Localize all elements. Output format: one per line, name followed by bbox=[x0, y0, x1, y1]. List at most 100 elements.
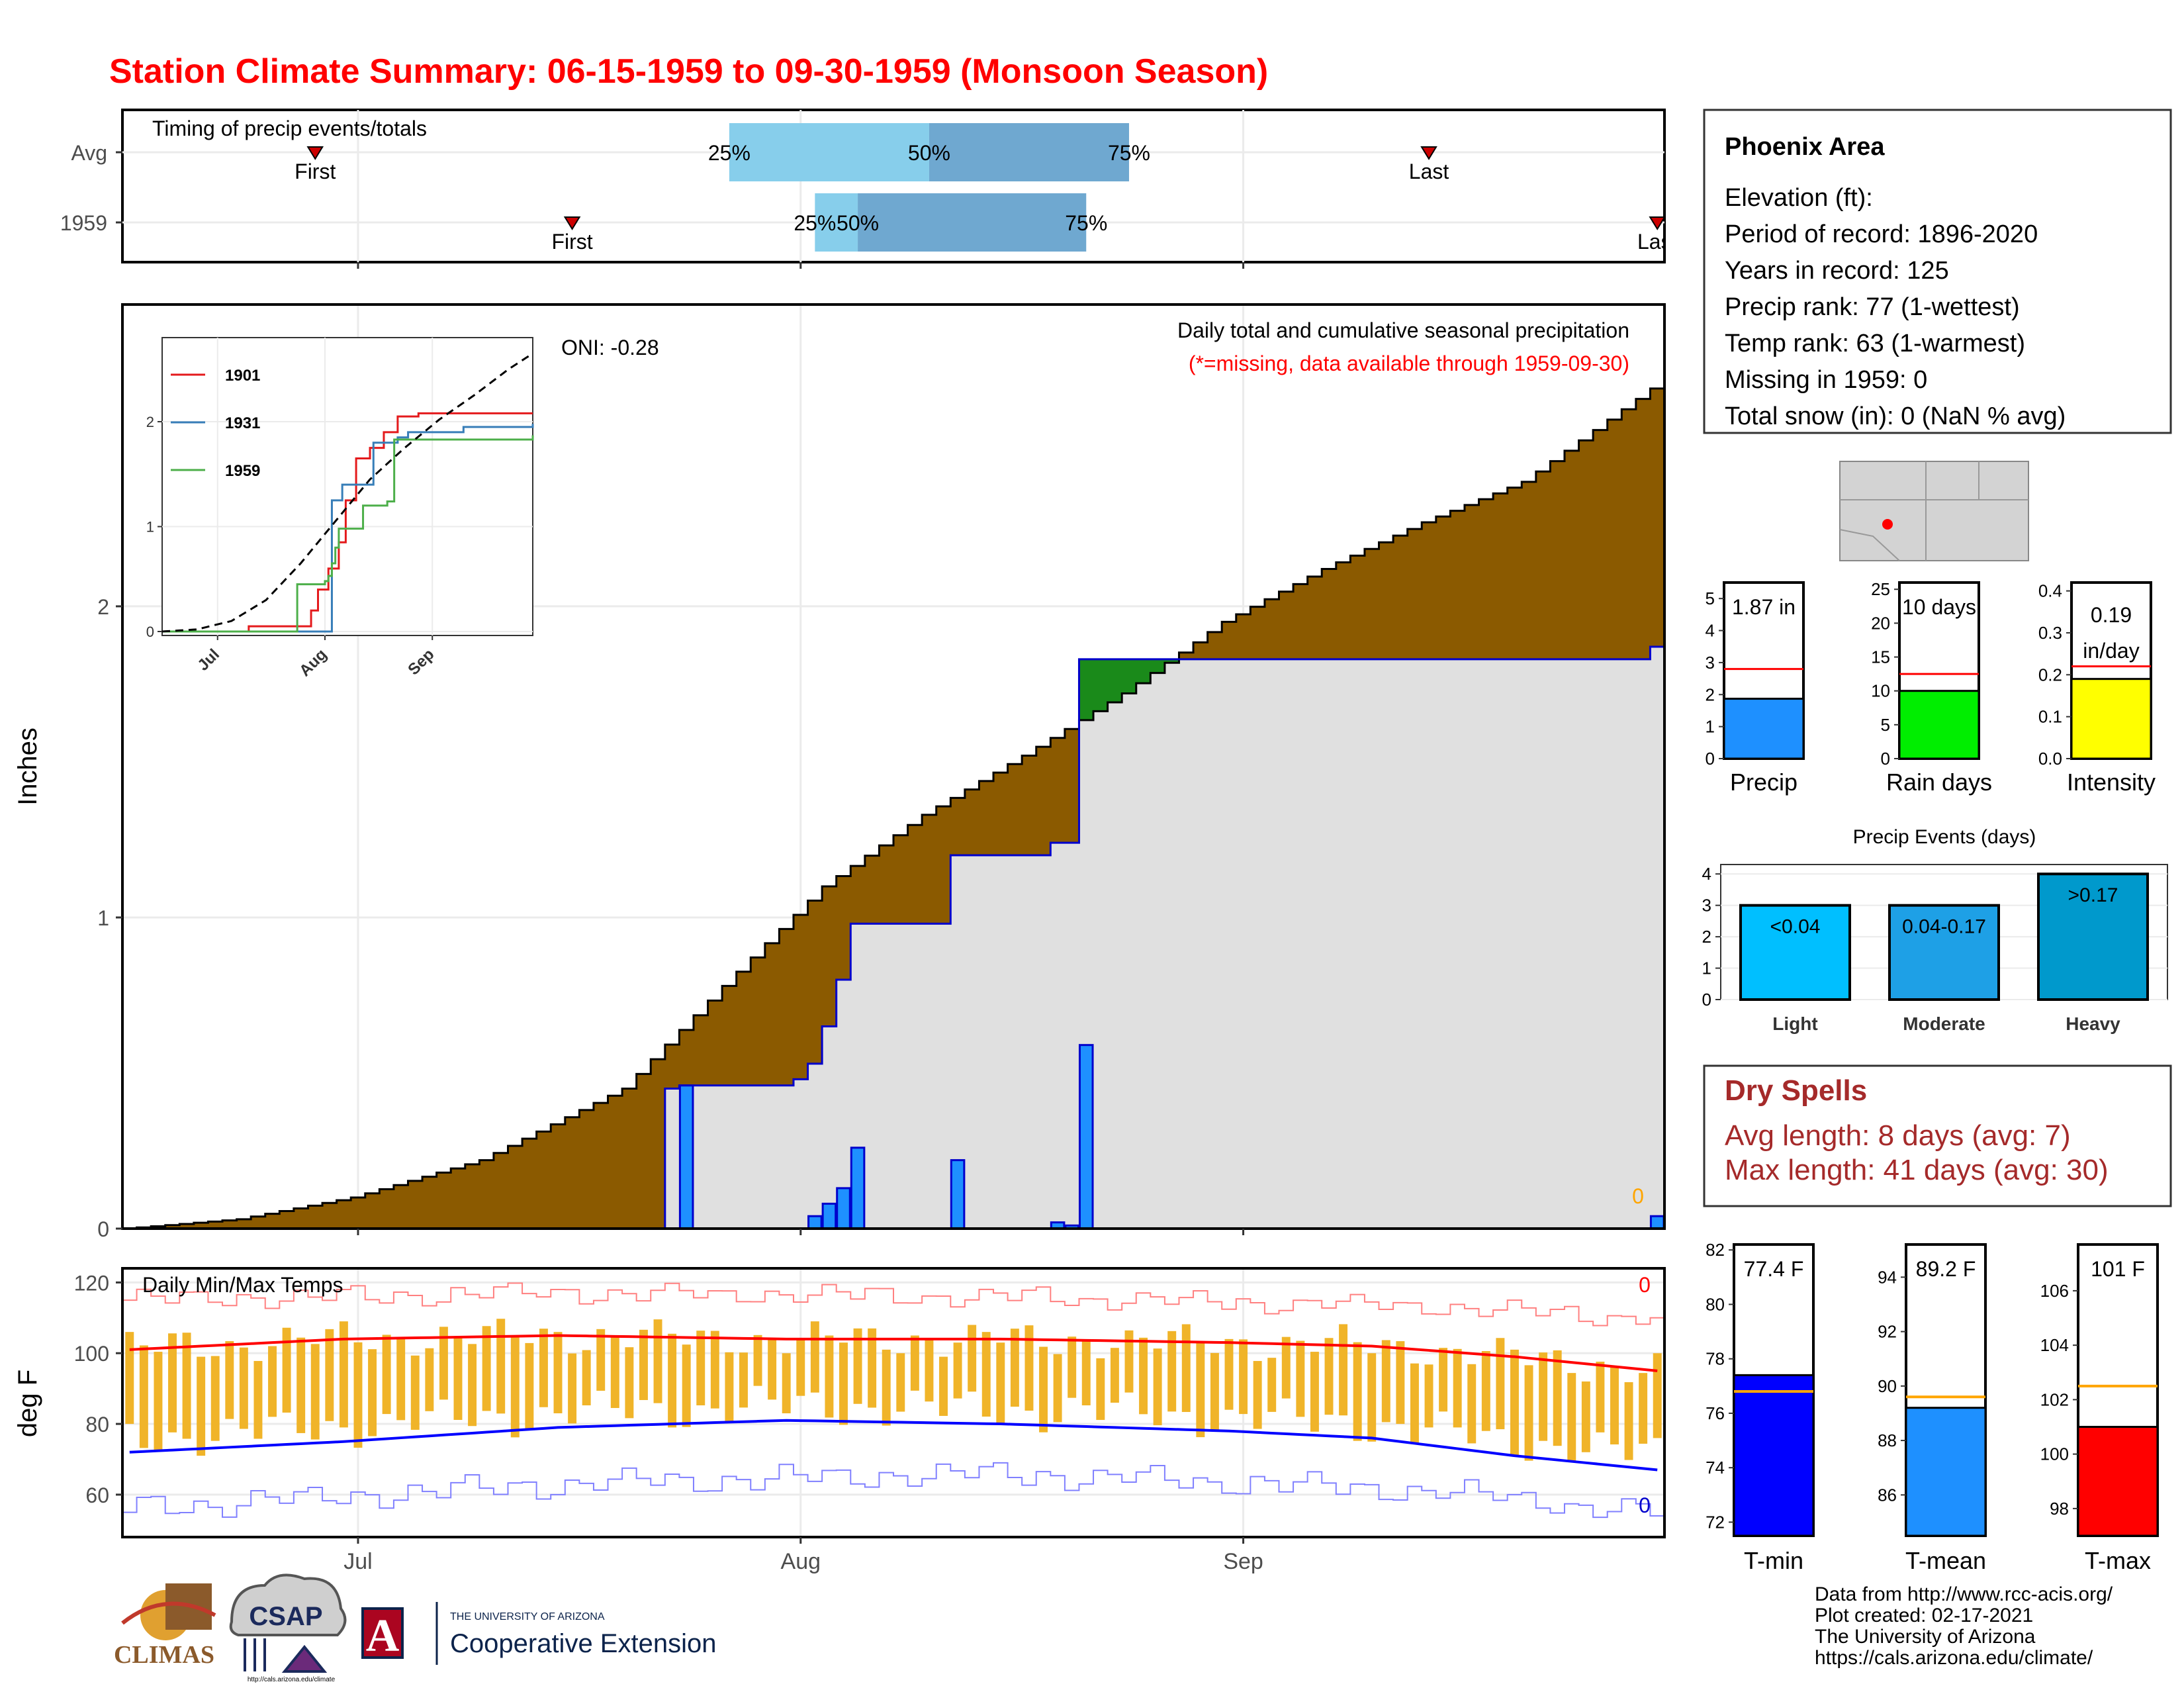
precip-y-label: 0 bbox=[97, 1217, 109, 1241]
temp-bar-y-label: 100 bbox=[2040, 1444, 2069, 1464]
daily-temp-bar bbox=[1039, 1346, 1048, 1432]
daily-temp-bar bbox=[1053, 1354, 1062, 1423]
temp-bar-value: 89.2 F bbox=[1916, 1257, 1976, 1281]
events-bar bbox=[1888, 904, 2000, 1002]
precip-y-label: 1 bbox=[97, 906, 109, 930]
inset-y-label: 1 bbox=[146, 519, 154, 536]
timing-p75-label: 75% bbox=[1108, 141, 1150, 165]
daily-temp-bar bbox=[1581, 1381, 1590, 1452]
daily-temp-bar bbox=[953, 1342, 962, 1399]
temp-bar-y-label: 90 bbox=[1878, 1376, 1897, 1396]
daily-temp-bar bbox=[1024, 1325, 1034, 1411]
precip-chart-subtitle: (*=missing, data available through 1959-… bbox=[1189, 352, 1629, 375]
temp-panel-title: Daily Min/Max Temps bbox=[142, 1273, 343, 1297]
timing-last-label: Last bbox=[1409, 160, 1449, 183]
dry-spells-avg: Avg length: 8 days (avg: 7) bbox=[1725, 1119, 2071, 1152]
daily-temp-bar bbox=[1410, 1363, 1419, 1444]
ua-logo-letter: A bbox=[366, 1611, 400, 1662]
daily-temp-bar bbox=[353, 1342, 363, 1448]
daily-temp-bar bbox=[1124, 1330, 1134, 1393]
timing-p50-label: 50% bbox=[908, 141, 950, 165]
avg-cumulative-line bbox=[122, 387, 1664, 1230]
daily-temp-bar bbox=[1081, 1340, 1091, 1406]
csap-cloud-icon bbox=[229, 1573, 347, 1636]
daily-temp-bar bbox=[782, 1353, 791, 1414]
climas-logo-text: CLIMAS bbox=[114, 1641, 214, 1669]
daily-temp-bar bbox=[810, 1321, 819, 1393]
daily-temp-bar bbox=[1196, 1342, 1205, 1438]
daily-temp-bar bbox=[825, 1335, 834, 1418]
daily-temp-bar bbox=[1453, 1348, 1462, 1428]
daily-temp-bar bbox=[596, 1329, 606, 1391]
daily-temp-bar bbox=[253, 1360, 263, 1439]
timing-row-label: 1959 bbox=[60, 211, 107, 235]
temp-bar-y-label: 74 bbox=[1706, 1458, 1725, 1477]
temp-bar-y-label: 94 bbox=[1878, 1267, 1897, 1287]
station-info-line: Elevation (ft): bbox=[1725, 184, 1873, 212]
precip-y-label: 2 bbox=[97, 595, 109, 619]
temp-bar-y-label: 106 bbox=[2040, 1281, 2069, 1301]
temp-y-axis-title: deg F bbox=[13, 1370, 42, 1437]
station-info-line: Precip rank: 77 (1-wettest) bbox=[1725, 293, 2020, 321]
daily-precip-bar bbox=[1078, 1044, 1094, 1230]
timing-title: Timing of precip events/totals bbox=[152, 117, 427, 140]
dry-spells-box bbox=[1703, 1064, 2172, 1207]
footer-line: Plot created: 02-17-2021 bbox=[1815, 1605, 2033, 1626]
temp-bar-y-label: 78 bbox=[1706, 1349, 1725, 1369]
first-marker-icon bbox=[306, 146, 324, 160]
daily-temp-bar bbox=[653, 1319, 662, 1403]
daily-temp-bar bbox=[896, 1353, 905, 1412]
temp-x-label: Aug bbox=[781, 1549, 821, 1574]
events-bar bbox=[1739, 904, 1851, 1002]
daily-temp-bar bbox=[482, 1326, 491, 1411]
daily-temp-bar bbox=[1068, 1336, 1077, 1398]
summary-bar bbox=[2070, 678, 2152, 760]
precip-y-axis-title: Inches bbox=[13, 727, 42, 806]
daily-temp-bar bbox=[1296, 1340, 1305, 1417]
temp-summary-bar bbox=[1733, 1374, 1815, 1537]
daily-temp-bar bbox=[1367, 1353, 1377, 1442]
timing-p25-label: 25% bbox=[794, 211, 836, 235]
temp-bar-y-label: 82 bbox=[1706, 1240, 1725, 1260]
precip-panel-frame bbox=[121, 303, 1666, 1230]
daily-temp-bar bbox=[696, 1331, 705, 1406]
ua-logo-block bbox=[361, 1607, 404, 1659]
temp-bar-y-label: 80 bbox=[1706, 1294, 1725, 1314]
daily-temp-bar bbox=[1481, 1351, 1490, 1431]
events-bar-label: 0.04-0.17 bbox=[1902, 916, 1986, 938]
daily-temp-bar bbox=[925, 1338, 934, 1402]
daily-temp-bar bbox=[710, 1331, 719, 1409]
record-min-line bbox=[122, 1462, 1664, 1519]
station-info-box bbox=[1703, 109, 2172, 434]
daily-temp-bar bbox=[1610, 1366, 1619, 1445]
temp-bar-label: T-mean bbox=[1905, 1547, 1986, 1574]
events-category-label: Heavy bbox=[2066, 1013, 2120, 1034]
temp-summary-bar bbox=[2077, 1426, 2159, 1537]
summary-y-label: 5 bbox=[1881, 715, 1890, 735]
climas-arc-icon bbox=[121, 1601, 216, 1625]
temp-panel-frame bbox=[121, 1267, 1666, 1538]
daily-temp-bar bbox=[1439, 1348, 1448, 1412]
summary-y-label: 0 bbox=[1706, 749, 1715, 769]
daily-temp-bar bbox=[753, 1335, 762, 1386]
daily-temp-bar bbox=[1339, 1324, 1348, 1416]
events-y-label: 4 bbox=[1702, 864, 1711, 884]
daily-temp-bar bbox=[496, 1319, 506, 1414]
station-info-line: Temp rank: 63 (1-warmest) bbox=[1725, 330, 2025, 357]
daily-temp-bar bbox=[1267, 1358, 1277, 1412]
summary-bar-value: 1.87 in bbox=[1732, 595, 1796, 619]
daily-temp-bar bbox=[1653, 1353, 1662, 1438]
daily-temp-bar bbox=[981, 1332, 991, 1417]
timing-first-label: First bbox=[295, 160, 336, 183]
daily-temp-bar bbox=[568, 1353, 577, 1424]
avg-min-temp-line bbox=[129, 1419, 1658, 1472]
daily-temp-bar bbox=[1310, 1352, 1319, 1432]
summary-y-label: 10 bbox=[1871, 681, 1890, 701]
daily-temp-bar bbox=[682, 1344, 691, 1427]
temp-max-missing: 0 bbox=[1639, 1273, 1651, 1297]
daily-temp-bar bbox=[1553, 1350, 1562, 1446]
daily-temp-bar bbox=[1639, 1373, 1648, 1444]
summary-y-label: 15 bbox=[1871, 647, 1890, 667]
summary-bar-value: 0.19 bbox=[2091, 603, 2132, 627]
daily-temp-bar bbox=[1396, 1341, 1405, 1425]
